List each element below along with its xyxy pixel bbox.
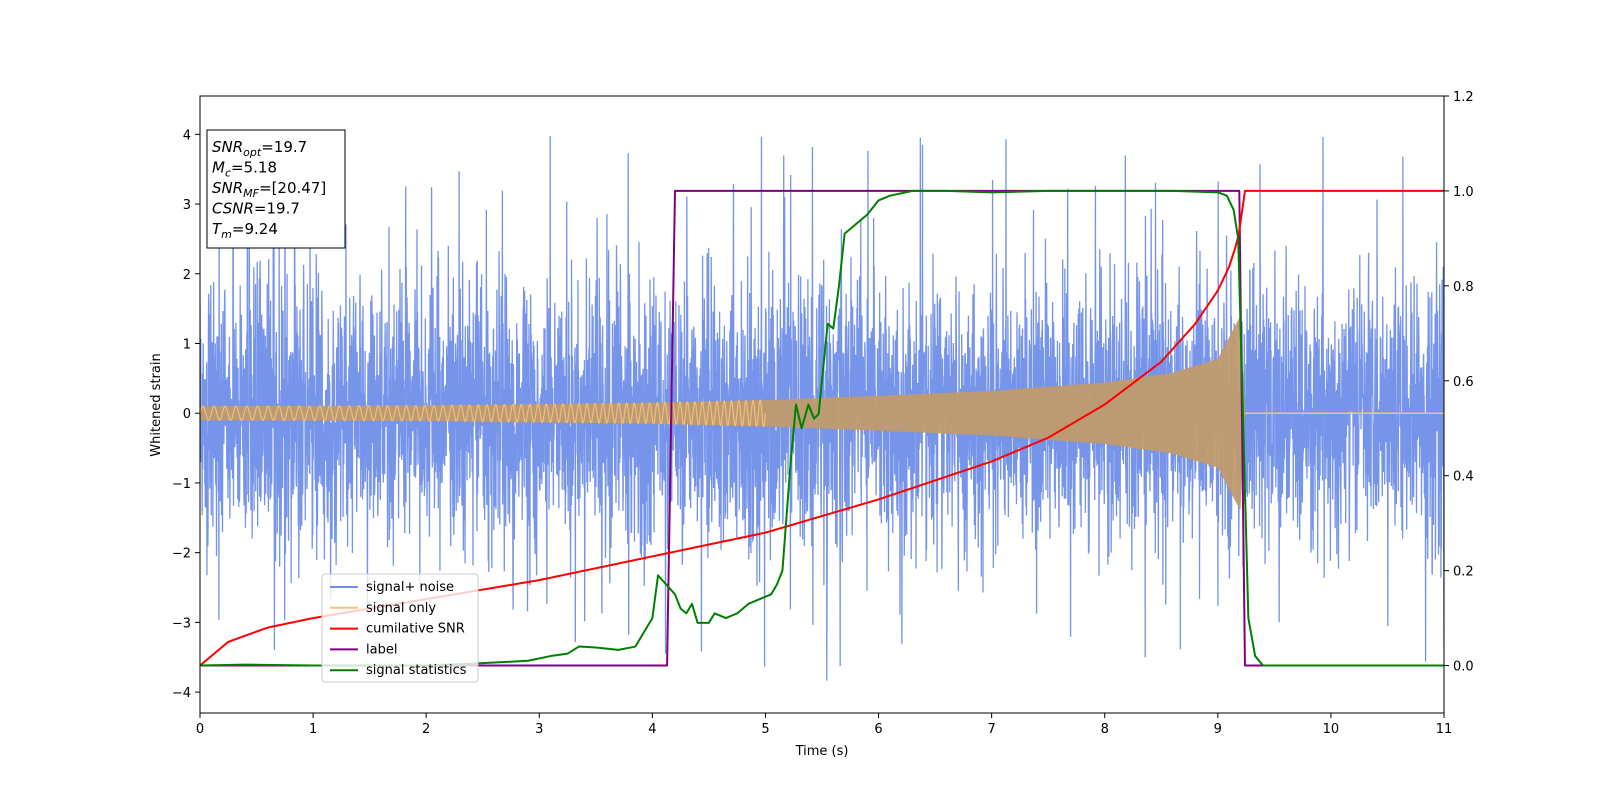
x-tick-label: 8 xyxy=(1101,722,1109,737)
info-box-value: =[20.47] xyxy=(259,179,326,197)
legend-label: signal statistics xyxy=(366,663,467,678)
y-left-tick-label: −2 xyxy=(172,547,191,562)
info-box-subscript: c xyxy=(225,167,231,180)
legend-label: signal only xyxy=(366,601,436,616)
info-box-frame xyxy=(206,129,346,249)
x-tick-label: 4 xyxy=(648,722,656,737)
x-tick-label: 2 xyxy=(422,722,430,737)
legend-label: cumilative SNR xyxy=(366,622,465,637)
info-box-symbol: T xyxy=(212,220,223,238)
info-box-symbol: M xyxy=(212,159,225,177)
y-left-tick-label: 4 xyxy=(183,128,191,143)
info-box-line: Mc=5.18 xyxy=(212,159,277,180)
legend: signal+ noise signal only cumilative SNR la… xyxy=(321,573,479,683)
info-box-line: Tm=9.24 xyxy=(212,220,278,241)
x-tick-label: 11 xyxy=(1436,722,1453,737)
x-tick-label: 10 xyxy=(1323,722,1340,737)
info-box: SNRopt=19.7Mc=5.18SNRMF=[20.47]CSNR=19.7… xyxy=(206,129,346,249)
info-box-symbol: CSNR xyxy=(212,200,254,218)
info-box-value: =19.7 xyxy=(261,138,307,156)
info-box-value: =5.18 xyxy=(231,159,277,177)
info-box-line: SNRMF=[20.47] xyxy=(212,179,326,200)
y-right-tick-label: 0.8 xyxy=(1453,280,1474,295)
x-tick-label: 3 xyxy=(535,722,543,737)
info-box-subscript: MF xyxy=(243,187,259,200)
y-axis-label: Whitened strain xyxy=(149,353,164,456)
info-box-line: CSNR=19.7 xyxy=(212,200,300,218)
y-left-tick-label: 1 xyxy=(183,337,191,352)
info-box-symbol: SNR xyxy=(212,138,243,156)
info-box-value: =9.24 xyxy=(232,220,278,238)
legend-frame xyxy=(321,573,479,683)
info-box-value: =19.7 xyxy=(254,200,300,218)
y-right-tick-label: 0.2 xyxy=(1453,565,1474,580)
x-tick-label: 6 xyxy=(874,722,882,737)
info-box-subscript: opt xyxy=(243,146,262,159)
x-axis-label: Time (s) xyxy=(795,744,849,759)
y-axis-left: 4 3 2 1 0 −1 −2 −3 −4 xyxy=(172,128,200,701)
y-right-tick-label: 1.2 xyxy=(1453,90,1474,105)
info-box-line: SNRopt=19.7 xyxy=(212,138,307,159)
x-tick-label: 9 xyxy=(1214,722,1222,737)
info-box-subscript: m xyxy=(221,228,232,241)
y-right-tick-label: 0.4 xyxy=(1453,470,1474,485)
y-right-tick-label: 0.0 xyxy=(1453,660,1474,675)
y-left-tick-label: −3 xyxy=(172,616,191,631)
legend-label: signal+ noise xyxy=(366,580,454,595)
y-right-tick-label: 1.0 xyxy=(1453,185,1474,200)
x-tick-label: 1 xyxy=(309,722,317,737)
x-tick-label: 7 xyxy=(987,722,995,737)
y-left-tick-label: −1 xyxy=(172,477,191,492)
plot-frame xyxy=(199,95,1445,714)
y-axis-right: 1.2 1.0 0.8 0.6 0.4 0.2 0.0 xyxy=(1444,90,1474,675)
signal-statistics-line xyxy=(200,189,1444,667)
y-right-tick-label: 0.6 xyxy=(1453,375,1474,390)
info-box-symbol: SNR xyxy=(212,179,243,197)
x-tick-label: 5 xyxy=(761,722,769,737)
y-left-tick-label: 3 xyxy=(183,198,191,213)
x-tick-label: 0 xyxy=(196,722,204,737)
y-left-tick-label: 0 xyxy=(183,407,191,422)
y-left-tick-label: 2 xyxy=(183,268,191,283)
y-left-tick-label: −4 xyxy=(172,686,191,701)
legend-label: label xyxy=(366,642,397,657)
x-axis: 0 1 2 3 4 5 6 7 8 9 10 11 xyxy=(196,713,1452,737)
